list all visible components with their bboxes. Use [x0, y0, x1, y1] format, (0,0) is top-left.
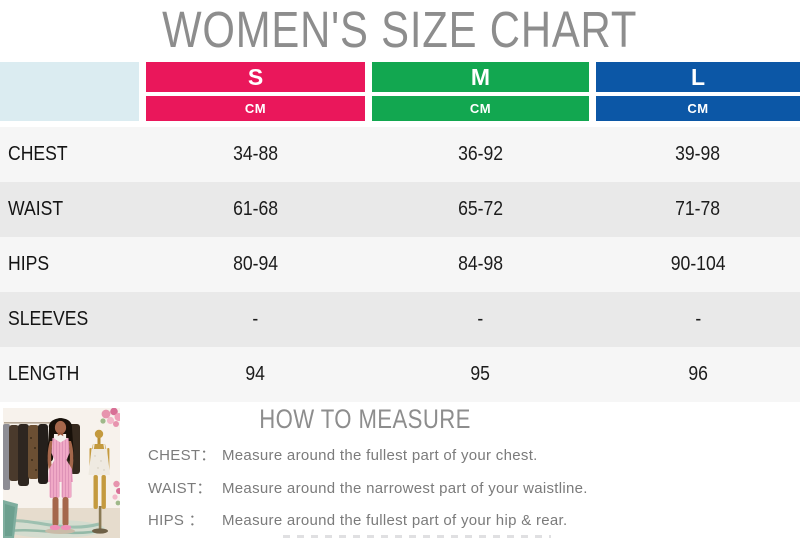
instruction-hips: HIPS ： Measure around the fullest part o… — [148, 509, 567, 530]
table-row-hips: HIPS 80-94 84-98 90-104 — [0, 237, 800, 292]
teal-fabric — [3, 500, 18, 538]
model-photo — [3, 408, 120, 538]
value-chest-l: 39-98 — [675, 143, 721, 165]
instruction-chest: CHEST： Measure around the fullest part o… — [148, 444, 538, 465]
unit-label-s: CM — [146, 96, 365, 121]
unit-label-m: CM — [372, 96, 589, 121]
cropped-text-remnant — [283, 535, 551, 538]
value-hips-s: 80-94 — [232, 253, 279, 275]
table-row-chest: CHEST 34-88 36-92 39-98 — [0, 127, 800, 182]
size-label-l: L — [596, 62, 800, 92]
value-hips-m: 84-98 — [457, 253, 504, 275]
value-sleeves-l: - — [695, 308, 701, 330]
row-label: WAIST — [8, 198, 64, 220]
table-row-sleeves: SLEEVES - - - — [0, 292, 800, 347]
value-sleeves-m: - — [477, 308, 484, 330]
flowers — [100, 408, 120, 506]
mannequin — [88, 429, 110, 534]
value-length-s: 94 — [245, 363, 266, 385]
instruction-label: HIPS ： — [148, 512, 204, 529]
instruction-waist: WAIST： Measure around the narrowest part… — [148, 477, 588, 498]
row-label: HIPS — [8, 253, 50, 275]
size-table-body: CHEST 34-88 36-92 39-98 WAIST 61-68 65-7… — [0, 127, 800, 402]
value-hips-l: 90-104 — [670, 253, 726, 275]
unit-label-l: CM — [596, 96, 800, 121]
instruction-label: WAIST： — [148, 480, 212, 497]
value-waist-l: 71-78 — [675, 198, 721, 220]
column-header-s: S CM — [146, 62, 365, 121]
value-waist-m: 65-72 — [457, 198, 504, 220]
value-length-l: 96 — [688, 363, 708, 385]
column-header-m: M CM — [372, 62, 589, 121]
value-chest-s: 34-88 — [232, 143, 279, 165]
instruction-label: CHEST： — [148, 447, 216, 464]
row-label: SLEEVES — [8, 308, 89, 330]
row-label: CHEST — [8, 143, 68, 165]
value-chest-m: 36-92 — [457, 143, 504, 165]
page-title: WOMEN'S SIZE CHART — [162, 0, 638, 58]
table-row-length: LENGTH 94 95 96 — [0, 347, 800, 402]
value-waist-s: 61-68 — [232, 198, 279, 220]
value-length-m: 95 — [470, 363, 491, 385]
table-row-waist: WAIST 61-68 65-72 71-78 — [0, 182, 800, 237]
instruction-text: Measure around the narrowest part of you… — [222, 480, 588, 497]
value-sleeves-s: - — [252, 308, 259, 330]
row-label: LENGTH — [8, 363, 80, 385]
column-header-l: L CM — [596, 62, 800, 121]
table-corner-cell — [0, 62, 139, 121]
size-label-s: S — [146, 62, 365, 92]
how-to-measure-heading: HOW TO MEASURE — [259, 403, 471, 434]
instruction-text: Measure around the fullest part of your … — [222, 512, 568, 529]
size-label-m: M — [372, 62, 589, 92]
instruction-text: Measure around the fullest part of your … — [222, 447, 538, 464]
model-figure — [45, 418, 75, 534]
